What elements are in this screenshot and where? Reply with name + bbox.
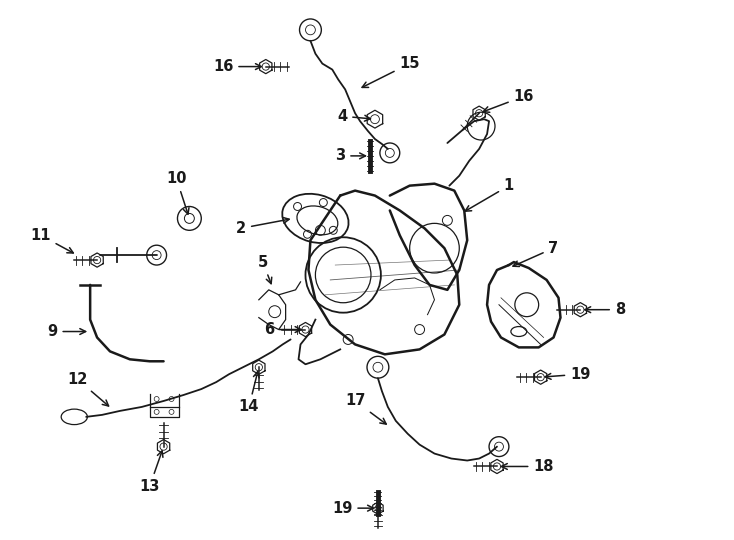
Text: 15: 15: [362, 56, 420, 87]
Text: 4: 4: [337, 109, 371, 124]
Text: 16: 16: [483, 89, 534, 112]
Text: 2: 2: [236, 218, 289, 236]
Text: 13: 13: [139, 451, 163, 494]
Text: 19: 19: [332, 501, 374, 516]
Text: 9: 9: [48, 324, 86, 339]
Text: 17: 17: [345, 394, 386, 424]
Text: 18: 18: [501, 459, 554, 474]
Text: 7: 7: [513, 241, 559, 266]
Text: 10: 10: [166, 171, 189, 214]
Text: 3: 3: [335, 148, 366, 164]
Text: 6: 6: [264, 322, 301, 337]
Text: 5: 5: [258, 254, 272, 284]
Text: 11: 11: [30, 228, 73, 253]
Text: 16: 16: [213, 59, 261, 74]
Text: 12: 12: [67, 372, 109, 406]
Text: 14: 14: [239, 372, 259, 414]
Text: 8: 8: [585, 302, 625, 317]
Text: 19: 19: [545, 367, 591, 382]
Text: 1: 1: [465, 178, 514, 211]
